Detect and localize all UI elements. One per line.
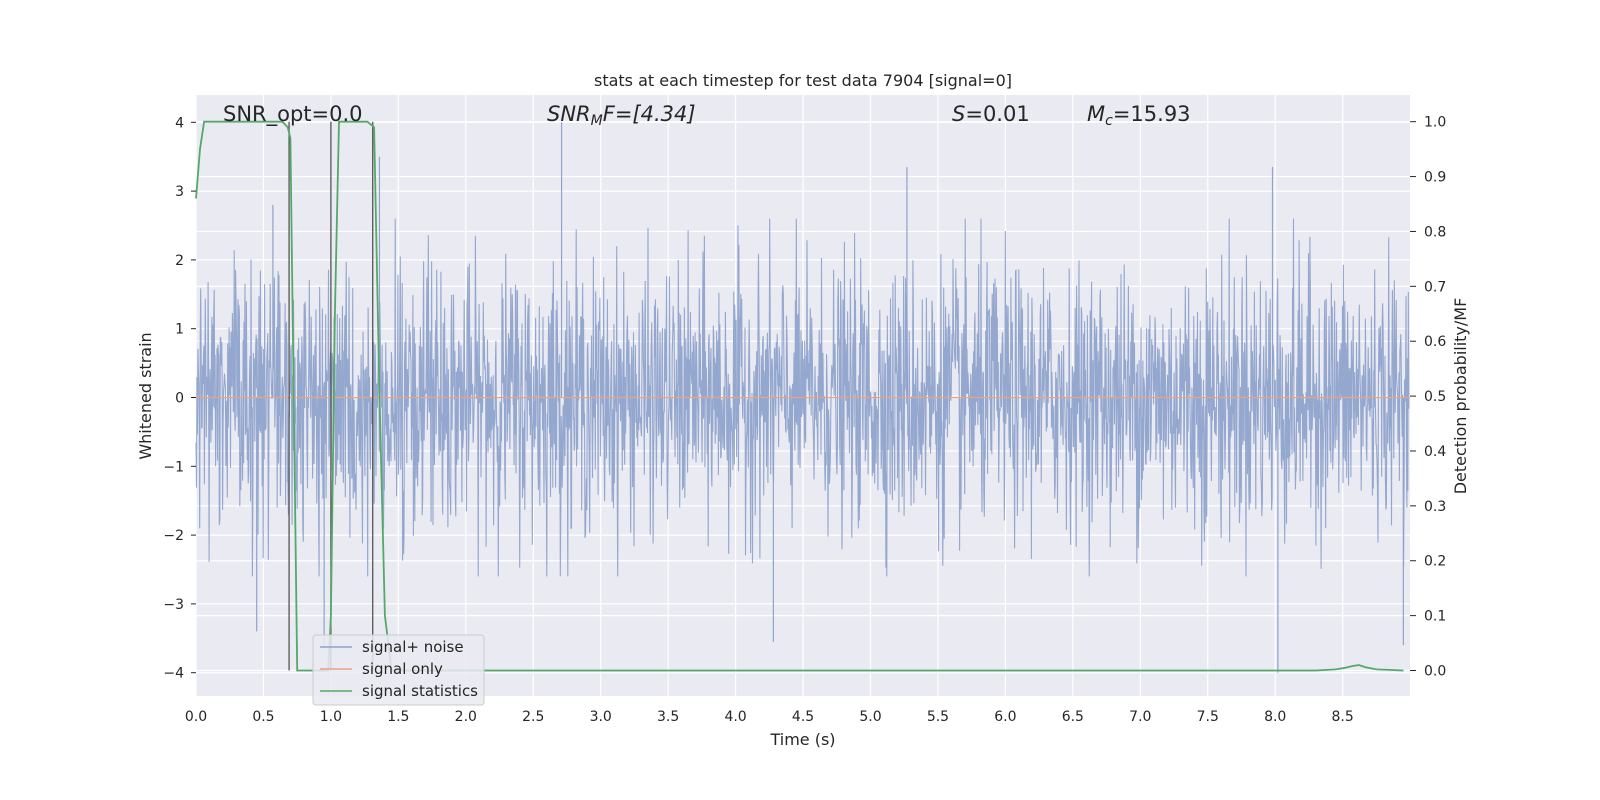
x-tick-label: 3.0	[590, 709, 612, 725]
x-tick-label: 7.5	[1197, 709, 1219, 725]
y-tick-label: 3	[175, 184, 184, 200]
x-tick-label: 0.0	[185, 709, 207, 725]
annotation-s-symbol: S	[952, 102, 965, 126]
annotation-s: S=0.01	[952, 102, 1030, 126]
y-tick-label: −3	[163, 597, 184, 613]
x-tick-label: 5.0	[859, 709, 881, 725]
y-tick-labels: 4 3 2 1 0 −1 −2 −3 −4	[163, 115, 196, 682]
right-y-tick-label: 0.4	[1424, 444, 1446, 460]
y-tick-label: 0	[175, 391, 184, 407]
x-tick-label: 2.0	[455, 709, 477, 725]
signal-plus-noise-line	[195, 218, 1410, 577]
x-axis-label: Time (s)	[769, 730, 835, 749]
right-y-tick-label: 0.6	[1424, 334, 1446, 350]
x-tick-label: 4.5	[792, 709, 814, 725]
x-tick-label: 6.5	[1062, 709, 1084, 725]
annotation-mc: Mc=15.93	[1087, 102, 1191, 129]
right-y-tick-label: 0.1	[1424, 609, 1446, 625]
y-axis-label: Whitened strain	[136, 332, 155, 459]
right-y-tick-label: 0.0	[1424, 664, 1446, 680]
right-y-axis-label: Detection probability/MF	[1451, 298, 1470, 495]
right-y-tick-label: 0.7	[1424, 279, 1446, 295]
y-tick-label: 1	[175, 322, 184, 338]
x-tick-label: 1.0	[320, 709, 342, 725]
annotation-mc-value: =15.93	[1113, 102, 1191, 126]
x-tick-label: 6.0	[994, 709, 1016, 725]
x-tick-label: 1.5	[387, 709, 409, 725]
y-tick-label: 4	[175, 115, 184, 131]
annotation-snr-mf-rest: F=[4.34]	[603, 102, 696, 126]
legend-label-signal-plus-noise: signal+ noise	[362, 638, 464, 656]
annotation-snr-mf-base: SNR	[547, 102, 591, 126]
x-tick-label: 2.5	[522, 709, 544, 725]
annotation-snr-mf: SNRMF=[4.34]	[547, 102, 696, 129]
annotation-snr-opt: SNR_opt=0.0	[223, 102, 363, 127]
right-y-tick-label: 0.3	[1424, 499, 1446, 515]
legend: signal+ noise signal only signal statist…	[312, 634, 485, 706]
right-y-tick-label: 0.9	[1424, 170, 1446, 186]
legend-box	[312, 634, 485, 706]
x-tick-label: 4.0	[724, 709, 746, 725]
series-signal-statistics	[195, 120, 1404, 672]
right-y-tick-labels: 1.0 0.9 0.8 0.7 0.6 0.5 0.4 0.3 0.2 0.1 0.0	[1410, 115, 1446, 680]
chart-title: stats at each timestep for test data 790…	[594, 71, 1012, 90]
annotation-s-value: =0.01	[965, 102, 1029, 126]
annotation-mc-sub: c	[1105, 113, 1113, 129]
x-tick-labels: 0.0 0.5 1.0 1.5 2.0 2.5 3.0 3.5 4.0 4.5 5.0 5.5 6.0 6…	[185, 709, 1354, 725]
right-y-tick-label: 0.2	[1424, 554, 1446, 570]
x-tick-label: 5.5	[927, 709, 949, 725]
legend-label-signal-only: signal only	[362, 660, 443, 678]
x-tick-label: 8.5	[1332, 709, 1354, 725]
series-signal-plus-noise	[195, 122, 1410, 673]
x-tick-label: 7.0	[1129, 709, 1151, 725]
annotation-snr-mf-sub: M	[591, 113, 603, 129]
x-tick-label: 8.0	[1264, 709, 1286, 725]
legend-label-signal-statistics: signal statistics	[362, 682, 478, 700]
right-y-tick-label: 0.5	[1424, 389, 1446, 405]
right-y-tick-label: 1.0	[1424, 115, 1446, 131]
x-tick-label: 0.5	[252, 709, 274, 725]
y-tick-label: −1	[163, 459, 184, 475]
y-tick-label: 2	[175, 253, 184, 269]
x-tick-label: 3.5	[657, 709, 679, 725]
y-tick-label: −2	[163, 528, 184, 544]
signal-statistics-line	[195, 120, 1404, 672]
annotation-mc-base: M	[1087, 102, 1105, 126]
y-tick-label: −4	[163, 666, 184, 682]
right-y-tick-label: 0.8	[1424, 224, 1446, 240]
